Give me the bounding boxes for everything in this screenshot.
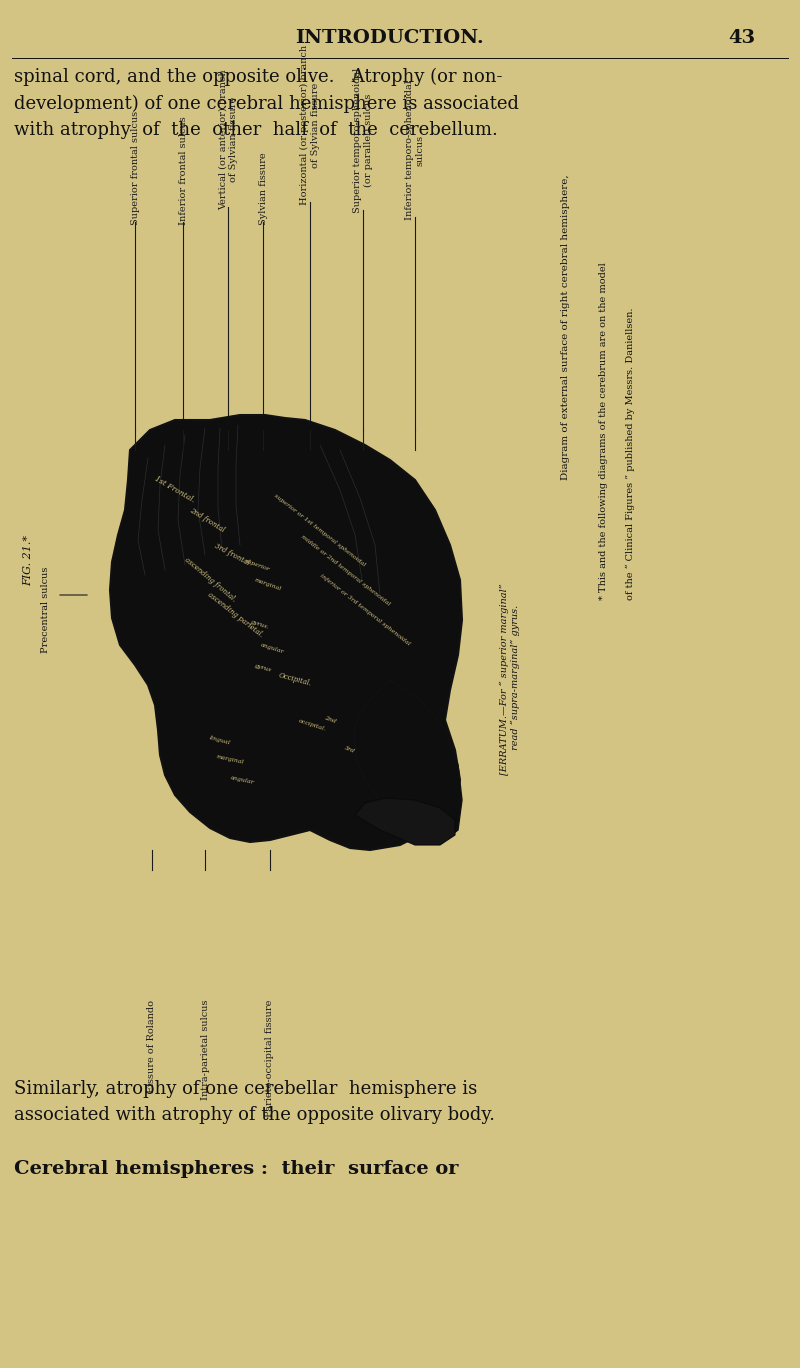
Text: Diagram of external surface of right cerebral hemisphere,: Diagram of external surface of right cer… [561, 174, 570, 480]
Text: Inferior temporo-sphenoidal
sulcus: Inferior temporo-sphenoidal sulcus [406, 81, 425, 220]
Text: Cerebral hemispheres :  their  surface or: Cerebral hemispheres : their surface or [14, 1160, 458, 1178]
Text: Occipital.: Occipital. [278, 672, 313, 688]
Text: gyrus: gyrus [254, 663, 272, 673]
Text: [ERRATUM.—For “ superior marginal”
 read “supra-marginal” gyrus.: [ERRATUM.—For “ superior marginal” read … [500, 583, 520, 776]
Text: gyrus.: gyrus. [250, 620, 270, 631]
Text: Superior temporo-sphenoidal
(or parallel) sulcus: Superior temporo-sphenoidal (or parallel… [354, 68, 373, 213]
Text: superior or 1st temporal sphenoidal: superior or 1st temporal sphenoidal [274, 492, 366, 568]
PathPatch shape [355, 798, 455, 845]
Text: * This and the following diagrams of the cerebrum are on the model: * This and the following diagrams of the… [598, 263, 607, 601]
Text: Precentral sulcus: Precentral sulcus [41, 566, 50, 653]
Text: Parieto-occipital fissure: Parieto-occipital fissure [266, 1000, 274, 1118]
Text: ascending parietal.: ascending parietal. [206, 591, 264, 639]
Text: marginal: marginal [254, 577, 282, 592]
Text: 1st Frontal.: 1st Frontal. [154, 475, 197, 505]
Text: superior: superior [243, 558, 270, 572]
Text: Intra-parietal sulcus: Intra-parietal sulcus [201, 1000, 210, 1100]
PathPatch shape [110, 415, 462, 850]
Text: 2nd frontal: 2nd frontal [188, 506, 226, 534]
Text: Sylvian fissure: Sylvian fissure [258, 152, 267, 224]
Text: spinal cord, and the opposite olive.   Atrophy (or non-
development) of one cere: spinal cord, and the opposite olive. Atr… [14, 68, 519, 140]
Text: 3rd: 3rd [344, 746, 356, 754]
Text: INTRODUCTION.: INTRODUCTION. [296, 29, 484, 47]
Text: 3rd frontal: 3rd frontal [213, 542, 251, 568]
Text: Superior frontal sulcus: Superior frontal sulcus [130, 111, 139, 224]
Text: occipital.: occipital. [298, 718, 326, 732]
Text: ascending frontal.: ascending frontal. [182, 557, 238, 603]
Text: 43: 43 [728, 29, 755, 47]
Text: middle or 2nd temporal sphenoidal: middle or 2nd temporal sphenoidal [299, 534, 390, 606]
Text: angular: angular [259, 642, 285, 654]
Text: Similarly, atrophy of one cerebellar  hemisphere is
associated with atrophy of t: Similarly, atrophy of one cerebellar hem… [14, 1079, 495, 1124]
Text: Fissure of Rolando: Fissure of Rolando [147, 1000, 157, 1093]
Text: Horizontal (or posterior) branch
of Sylvian fissure: Horizontal (or posterior) branch of Sylv… [300, 45, 320, 205]
Text: lingual: lingual [209, 735, 231, 746]
Text: FIG. 21.*: FIG. 21.* [23, 535, 33, 586]
Text: of the “ Clinical Figures ” published by Messrs. Daniellsen.: of the “ Clinical Figures ” published by… [626, 308, 634, 601]
Text: Vertical (or anterior) branch
of Sylvian fissure: Vertical (or anterior) branch of Sylvian… [218, 70, 238, 211]
Text: angular: angular [230, 776, 254, 785]
Text: marginal: marginal [216, 755, 244, 765]
Text: 2nd: 2nd [323, 715, 337, 725]
Text: Inferior frontal sulcus: Inferior frontal sulcus [178, 116, 187, 224]
Text: inferior or 3rd temporal sphenoidal: inferior or 3rd temporal sphenoidal [319, 573, 411, 647]
PathPatch shape [355, 680, 462, 840]
